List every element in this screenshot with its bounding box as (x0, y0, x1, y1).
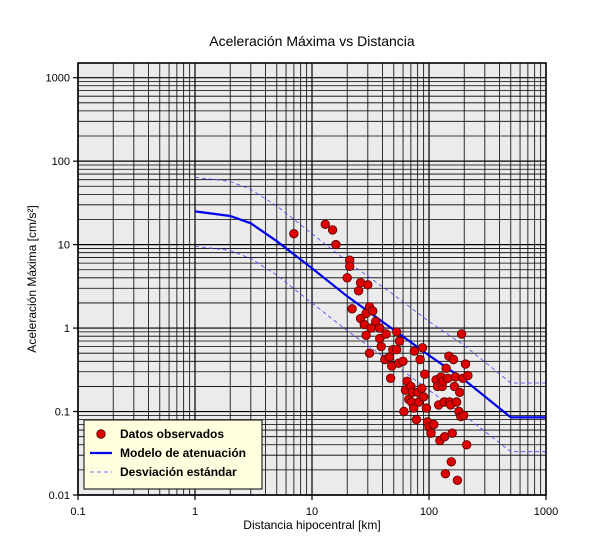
data-point (450, 372, 461, 382)
data-point (459, 410, 469, 421)
data-point (347, 304, 357, 314)
y-tick-label: 0.1 (55, 407, 70, 419)
data-point (364, 348, 375, 358)
data-point (420, 369, 430, 379)
data-point (447, 428, 457, 438)
data-point (375, 323, 385, 333)
x-tick-labels: 0.1 1 10 100 1000 (70, 495, 558, 518)
data-point (441, 363, 451, 374)
data-point (415, 354, 425, 365)
data-point (392, 345, 402, 355)
data-point (451, 397, 462, 407)
data-point (342, 273, 352, 283)
data-point (462, 440, 472, 450)
data-point (452, 475, 463, 486)
data-point (449, 381, 460, 392)
y-tick-label: 0.01 (49, 490, 70, 502)
data-point (361, 330, 371, 341)
data-point (368, 306, 378, 316)
legend-box (83, 419, 263, 490)
data-point (463, 370, 473, 381)
data-point (331, 239, 341, 250)
chart-title: Aceleración Máxima vs Distancia (209, 33, 415, 49)
data-point (455, 387, 465, 398)
data-point (385, 373, 396, 384)
data-point (439, 432, 450, 442)
legend-label: Modelo de atenuación (120, 446, 246, 460)
y-tick-label: 1000 (46, 73, 70, 85)
data-points (289, 219, 473, 486)
data-point (394, 336, 405, 346)
x-tick-label: 0.1 (70, 506, 85, 518)
data-point (371, 316, 381, 327)
data-point (376, 341, 386, 352)
y-axis-label: Aceleración Máxima [cm/s²] (25, 205, 39, 352)
data-point (409, 346, 420, 356)
x-tick-label: 100 (420, 506, 438, 518)
data-point (448, 354, 459, 365)
attenuation-model-line (194, 210, 546, 419)
data-point (409, 403, 419, 413)
data-point (418, 392, 429, 402)
data-point (456, 329, 467, 339)
data-point (289, 228, 299, 239)
data-point (460, 359, 471, 369)
y-tick-label: 10 (58, 240, 70, 252)
data-point (417, 343, 428, 353)
data-point (443, 373, 453, 384)
std-deviation-line (194, 245, 546, 453)
data-point (421, 403, 432, 413)
data-point (417, 383, 427, 394)
data-point (399, 406, 409, 417)
data-point (381, 329, 391, 339)
x-tick-label: 1000 (534, 506, 558, 518)
data-point (398, 356, 408, 367)
data-point (446, 457, 457, 467)
legend-label: Desviación estándar (120, 465, 237, 479)
data-point (392, 327, 402, 337)
x-tick-label: 10 (306, 506, 318, 518)
data-point (327, 225, 338, 235)
data-point (440, 469, 451, 479)
data-point (345, 261, 355, 272)
y-tick-labels: 0.01 0.1 1 10 100 1000 (46, 73, 78, 502)
legend-point-icon (96, 429, 106, 439)
data-point (411, 414, 422, 425)
legend: Datos observados Modelo de atenuación Desv… (83, 419, 263, 490)
data-point (320, 219, 331, 230)
x-axis-label: Distancia hipocentral [km] (243, 518, 380, 532)
data-point (353, 286, 364, 296)
y-tick-label: 1 (64, 323, 70, 335)
y-tick-label: 100 (52, 156, 70, 168)
legend-label: Datos observados (120, 427, 224, 441)
data-point (426, 428, 436, 438)
x-tick-label: 1 (192, 506, 198, 518)
data-point (363, 280, 373, 290)
grid (77, 63, 546, 496)
data-point (429, 419, 439, 430)
